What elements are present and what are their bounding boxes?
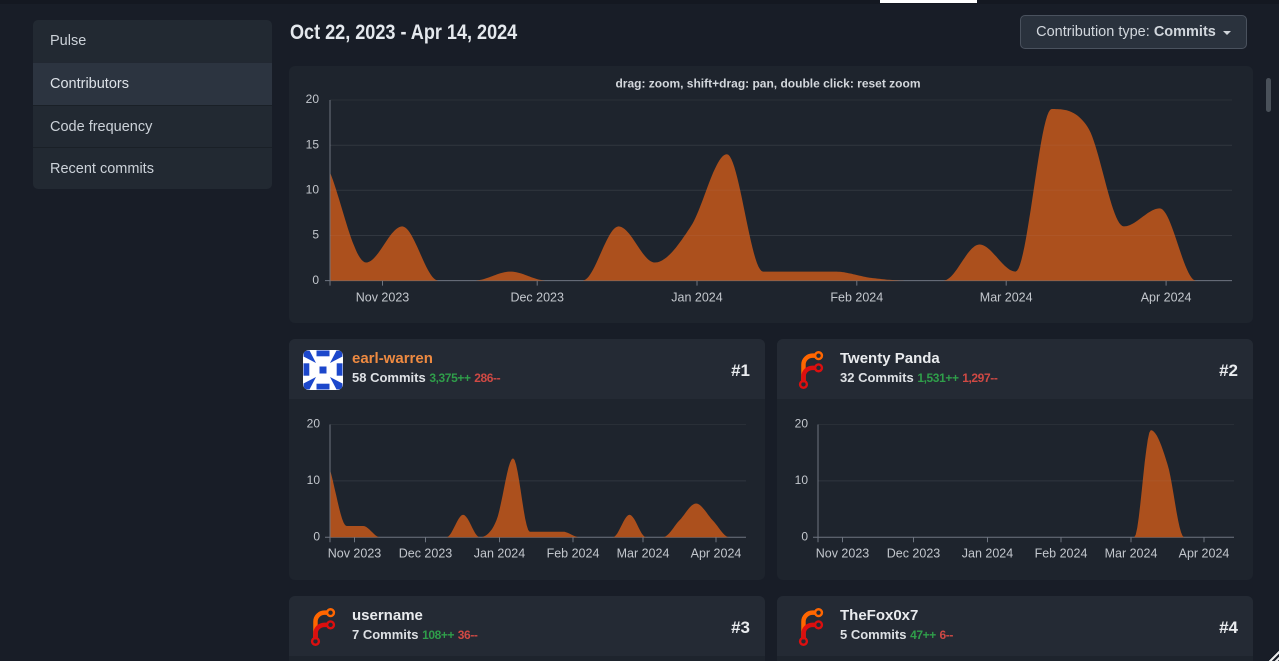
svg-text:Dec 2023: Dec 2023	[510, 291, 564, 305]
svg-text:0: 0	[801, 530, 808, 544]
svg-text:10: 10	[306, 183, 320, 197]
svg-text:20: 20	[795, 417, 809, 431]
svg-text:Nov 2023: Nov 2023	[356, 291, 410, 305]
svg-text:Jan 2024: Jan 2024	[962, 547, 1013, 561]
svg-text:Dec 2023: Dec 2023	[399, 547, 453, 561]
svg-text:Apr 2024: Apr 2024	[1141, 291, 1192, 305]
svg-text:Feb 2024: Feb 2024	[830, 291, 883, 305]
svg-text:10: 10	[307, 473, 321, 487]
svg-text:Mar 2024: Mar 2024	[1105, 547, 1158, 561]
svg-text:Apr 2024: Apr 2024	[1179, 547, 1230, 561]
svg-text:Dec 2023: Dec 2023	[887, 547, 941, 561]
svg-text:Apr 2024: Apr 2024	[691, 547, 742, 561]
svg-text:10: 10	[795, 473, 809, 487]
svg-text:drag: zoom, shift+drag: pan, d: drag: zoom, shift+drag: pan, double clic…	[615, 77, 920, 91]
svg-text:0: 0	[312, 273, 319, 287]
svg-text:Nov 2023: Nov 2023	[328, 547, 382, 561]
svg-text:5: 5	[312, 228, 319, 242]
svg-text:Jan 2024: Jan 2024	[474, 547, 525, 561]
svg-text:Feb 2024: Feb 2024	[547, 547, 600, 561]
svg-text:Jan 2024: Jan 2024	[671, 291, 722, 305]
svg-text:Mar 2024: Mar 2024	[980, 291, 1033, 305]
svg-text:Feb 2024: Feb 2024	[1035, 547, 1088, 561]
svg-text:Mar 2024: Mar 2024	[617, 547, 670, 561]
svg-text:15: 15	[306, 137, 320, 151]
svg-text:Nov 2023: Nov 2023	[816, 547, 870, 561]
svg-text:20: 20	[307, 417, 321, 431]
svg-text:20: 20	[306, 92, 320, 106]
svg-text:0: 0	[313, 530, 320, 544]
